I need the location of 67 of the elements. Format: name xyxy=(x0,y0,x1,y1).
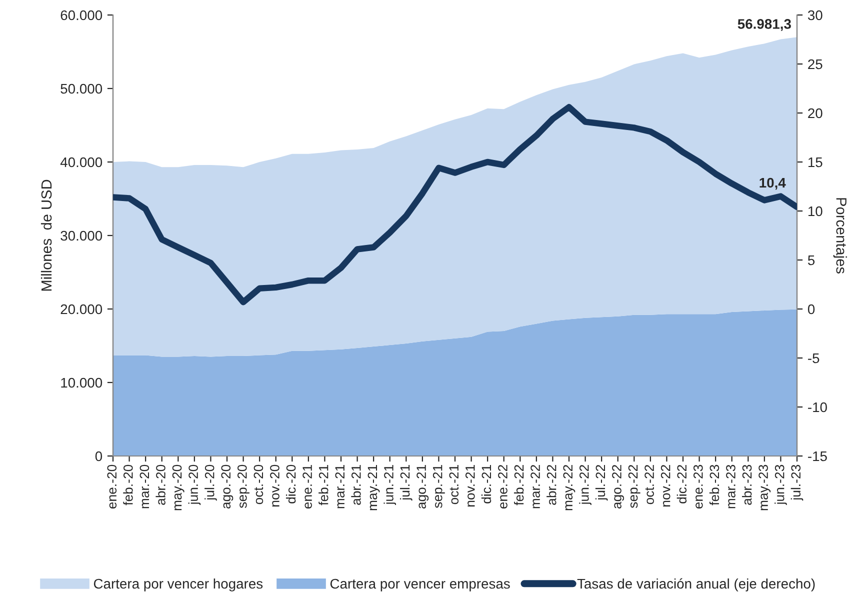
x-tick-label: ago.-20 xyxy=(221,464,234,509)
x-tick-label: may.-23 xyxy=(758,464,771,510)
x-tick-label: ene.-22 xyxy=(498,464,508,509)
x-tick-label: jun.-22 xyxy=(579,464,592,505)
y-tick-label: 20.000 xyxy=(60,304,102,314)
y2-tick-label: 30 xyxy=(808,10,822,20)
y-axis-title: Millones de USD xyxy=(40,180,52,291)
y2-tick-label: 20 xyxy=(808,108,822,118)
x-tick-label: oct.-21 xyxy=(449,464,459,504)
legend-label: Tasas de variación anual (eje derecho) xyxy=(577,578,815,592)
y-tick-label: 30.000 xyxy=(60,230,102,241)
y2-tick-label: 15 xyxy=(808,157,822,168)
x-tick-label: feb.-21 xyxy=(318,464,328,506)
y-tick-label: 40.000 xyxy=(60,157,102,168)
x-tick-label: jul.-22 xyxy=(595,464,608,501)
x-tick-label: mar.-20 xyxy=(140,464,150,508)
x-tick-label: sep.-20 xyxy=(237,464,250,508)
x-tick-label: nov.-22 xyxy=(660,464,670,506)
y-tick-label: 60.000 xyxy=(60,10,102,20)
x-tick-label: feb.-20 xyxy=(123,464,133,506)
y2-tick-label: -15 xyxy=(808,451,827,462)
y2-tick-label: -10 xyxy=(808,402,827,412)
x-tick-label: ago.-22 xyxy=(612,464,624,509)
x-tick-label: jul.-21 xyxy=(400,464,412,501)
x-tick-label: jul.-20 xyxy=(204,464,217,501)
x-tick-label: feb.-22 xyxy=(514,464,524,506)
x-tick-label: may.-22 xyxy=(563,464,576,510)
y-tick-label: 0 xyxy=(95,451,102,462)
y2-tick-label: -5 xyxy=(808,353,820,364)
x-tick-label: mar.-23 xyxy=(726,464,736,508)
x-tick-label: jun.-23 xyxy=(774,464,787,505)
x-tick-label: sep.-21 xyxy=(432,464,445,508)
x-tick-label: feb.-23 xyxy=(709,464,720,506)
x-tick-label: dic.-20 xyxy=(286,464,296,504)
y2-tick-label: 25 xyxy=(808,59,822,70)
x-tick-label: jun.-21 xyxy=(384,464,396,505)
x-tick-label: nov.-20 xyxy=(270,464,280,506)
x-tick-label: abr.-21 xyxy=(351,464,361,505)
legend-label: Cartera por vencer empresas xyxy=(330,578,510,592)
x-tick-label: ago.-21 xyxy=(416,464,429,509)
x-tick-label: abr.-20 xyxy=(156,464,166,505)
y2-tick-label: 5 xyxy=(808,255,815,266)
data-label: 10,4 xyxy=(760,178,786,190)
x-tick-label: sep.-22 xyxy=(628,464,640,508)
legend-label: Cartera por vencer hogares xyxy=(94,578,263,592)
x-tick-label: mar.-22 xyxy=(530,464,540,508)
x-tick-label: ene.-21 xyxy=(302,464,312,509)
y-tick-label: 10.000 xyxy=(61,378,102,388)
x-tick-label: ene.-20 xyxy=(107,464,117,509)
x-tick-label: may.-20 xyxy=(172,464,184,510)
x-tick-label: dic.-21 xyxy=(481,464,492,504)
x-tick-label: mar.-21 xyxy=(335,464,345,508)
x-tick-label: ene.-23 xyxy=(693,464,703,509)
y-tick-label: 50.000 xyxy=(60,84,102,94)
y2-tick-label: 10 xyxy=(808,206,822,216)
total-label: 56.981,3 xyxy=(738,19,791,31)
x-tick-label: dic.-22 xyxy=(676,464,687,504)
x-tick-label: may.-21 xyxy=(368,464,380,510)
x-tick-label: oct.-20 xyxy=(254,464,264,504)
x-tick-label: nov.-21 xyxy=(465,464,475,506)
y2-axis-title: Porcentajes xyxy=(833,198,847,274)
y2-tick-label: 0 xyxy=(808,304,815,314)
x-tick-label: abr.-23 xyxy=(742,464,752,505)
x-tick-label: jul.-23 xyxy=(790,464,804,501)
x-tick-label: oct.-22 xyxy=(644,464,654,504)
x-tick-label: abr.-22 xyxy=(546,464,556,505)
x-tick-label: jun.-20 xyxy=(188,464,201,505)
